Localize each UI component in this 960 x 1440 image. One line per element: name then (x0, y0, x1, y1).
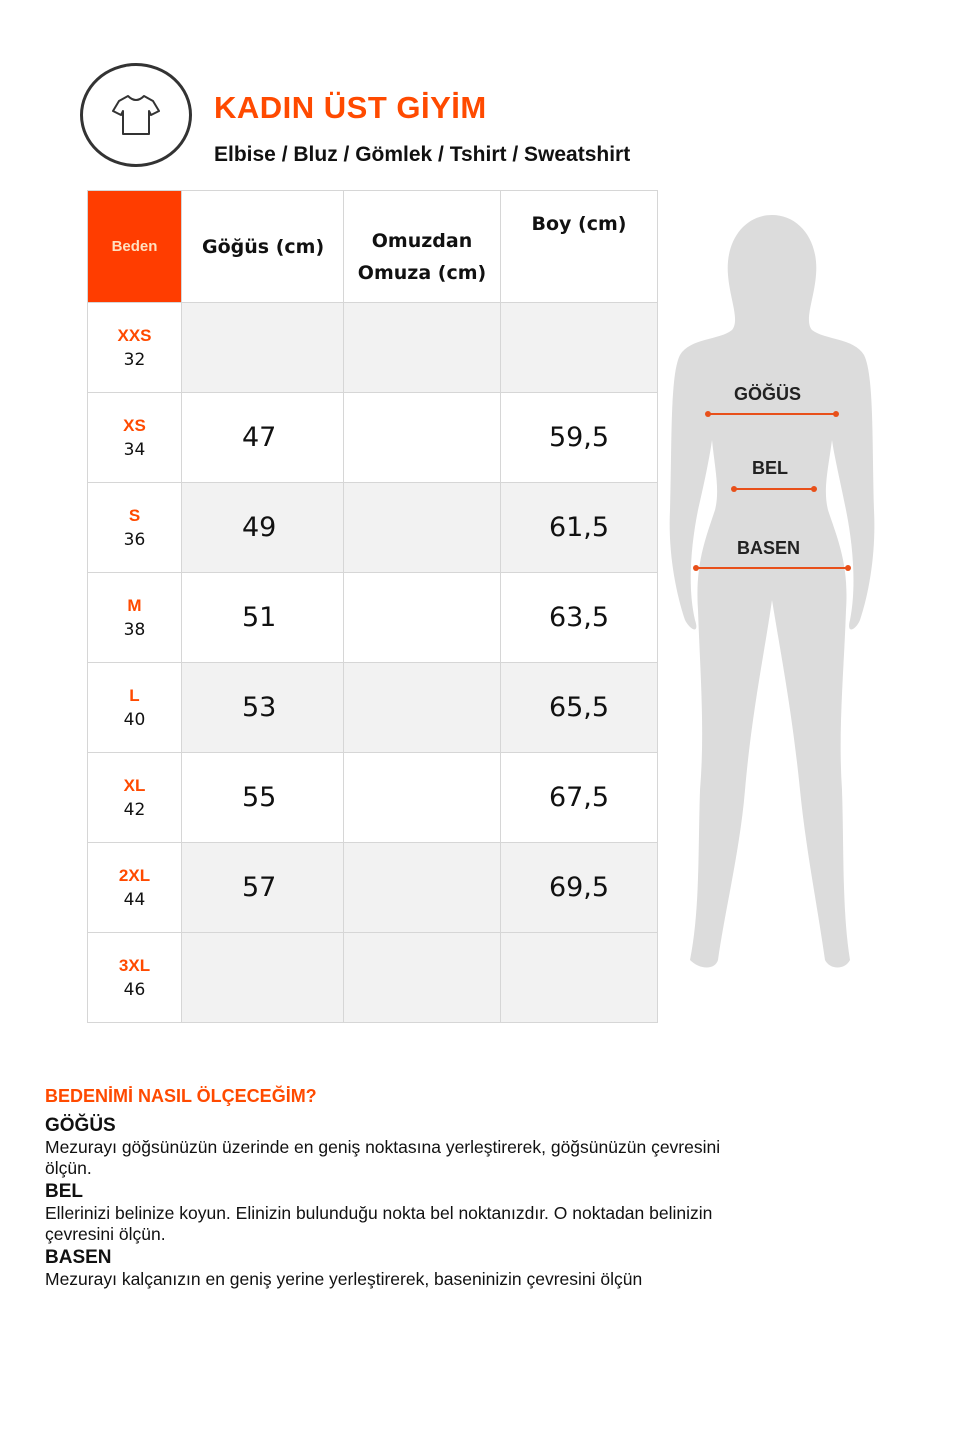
size-cell: XS 34 (87, 392, 182, 483)
section-text-bel: Ellerinizi belinize koyun. Elinizin bulu… (45, 1203, 713, 1244)
omuz-cell (343, 842, 501, 933)
header-boy: Boy (cm) (500, 190, 658, 303)
section-title-bel: BEL (45, 1181, 83, 1202)
size-cell: M 38 (87, 572, 182, 663)
gogus-cell: 53 (181, 662, 344, 753)
size-letter: M (127, 595, 142, 615)
silhouette-shape (669, 215, 875, 968)
how-to-measure: BEDENİMİ NASIL ÖLÇECEĞİM? GÖĞÜS Mezurayı… (45, 1086, 735, 1290)
size-cell: XXS 32 (87, 302, 182, 393)
size-letter: XL (123, 775, 146, 795)
boy-cell (500, 932, 658, 1023)
omuz-cell (343, 302, 501, 393)
boy-cell: 67,5 (500, 752, 658, 843)
logo-circle (80, 63, 192, 167)
boy-cell: 65,5 (500, 662, 658, 753)
silhouette-figure (669, 215, 875, 968)
gogus-cell (181, 932, 344, 1023)
table-row: M 38 51 63,5 (87, 572, 658, 663)
size-letter: 2XL (118, 865, 151, 885)
boy-cell (500, 302, 658, 393)
boy-cell: 69,5 (500, 842, 658, 933)
gogus-cell (181, 302, 344, 393)
label-basen: BASEN (737, 538, 801, 558)
header-omuz-line2: Omuza (cm) (357, 261, 487, 284)
header-omuz: Omuzdan Omuza (cm) (343, 190, 501, 303)
gogus-cell: 57 (181, 842, 344, 933)
table-row: 3XL 46 (87, 932, 658, 1023)
page-subtitle: Elbise / Bluz / Gömlek / Tshirt / Sweats… (214, 143, 631, 166)
size-cell: 3XL 46 (87, 932, 182, 1023)
size-table: Beden Göğüs (cm) Omuzdan Omuza (cm) Boy (… (87, 190, 658, 1023)
section-text-gogus: Mezurayı göğsünüzün üzerinde en geniş no… (45, 1137, 721, 1178)
tshirt-icon (112, 95, 160, 135)
table-row: S 36 49 61,5 (87, 482, 658, 573)
table-row: L 40 53 65,5 (87, 662, 658, 753)
section-title-gogus: GÖĞÜS (45, 1115, 116, 1136)
size-letter: XS (123, 415, 146, 435)
size-cell: XL 42 (87, 752, 182, 843)
size-number: 34 (123, 439, 146, 460)
omuz-cell (343, 392, 501, 483)
size-cell: S 36 (87, 482, 182, 573)
table-row: XS 34 47 59,5 (87, 392, 658, 483)
size-letter: XXS (117, 325, 152, 345)
size-cell: L 40 (87, 662, 182, 753)
size-number: 44 (123, 889, 146, 910)
size-number: 36 (123, 529, 146, 550)
size-number: 40 (123, 709, 146, 730)
section-text-basen: Mezurayı kalçanızın en geniş yerine yerl… (45, 1269, 643, 1289)
size-cell: 2XL 44 (87, 842, 182, 933)
boy-cell: 59,5 (500, 392, 658, 483)
size-number: 42 (123, 799, 146, 820)
size-number: 32 (123, 349, 146, 370)
page-title: KADIN ÜST GİYİM (214, 90, 487, 125)
label-bel: BEL (752, 458, 788, 478)
size-number: 38 (123, 619, 146, 640)
gogus-cell: 55 (181, 752, 344, 843)
omuz-cell (343, 932, 501, 1023)
table-row: XL 42 55 67,5 (87, 752, 658, 843)
howto-heading: BEDENİMİ NASIL ÖLÇECEĞİM? (45, 1086, 317, 1106)
size-number: 46 (123, 979, 146, 1000)
header-gogus: Göğüs (cm) (181, 190, 344, 303)
boy-cell: 61,5 (500, 482, 658, 573)
body-silhouette: GÖĞÜS BEL BASEN (660, 210, 900, 985)
boy-cell: 63,5 (500, 572, 658, 663)
table-header: Beden Göğüs (cm) Omuzdan Omuza (cm) Boy (… (87, 190, 658, 303)
omuz-cell (343, 752, 501, 843)
section-title-basen: BASEN (45, 1247, 112, 1268)
size-letter: S (128, 505, 141, 525)
size-letter: 3XL (118, 955, 151, 975)
gogus-cell: 51 (181, 572, 344, 663)
table-row: XXS 32 (87, 302, 658, 393)
header-beden: Beden (87, 190, 182, 303)
omuz-cell (343, 482, 501, 573)
gogus-cell: 49 (181, 482, 344, 573)
omuz-cell (343, 572, 501, 663)
omuz-cell (343, 662, 501, 753)
header-omuz-line1: Omuzdan (371, 229, 473, 252)
label-gogus: GÖĞÜS (734, 384, 802, 404)
gogus-cell: 47 (181, 392, 344, 483)
table-row: 2XL 44 57 69,5 (87, 842, 658, 933)
size-letter: L (129, 685, 140, 705)
